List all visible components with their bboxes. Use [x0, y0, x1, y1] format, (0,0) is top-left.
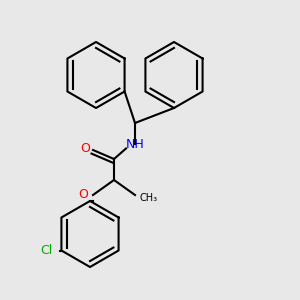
Text: O: O	[79, 188, 88, 202]
Text: Cl: Cl	[40, 244, 52, 257]
Text: NH: NH	[126, 137, 144, 151]
Text: O: O	[81, 142, 90, 155]
Text: CH₃: CH₃	[140, 193, 158, 203]
